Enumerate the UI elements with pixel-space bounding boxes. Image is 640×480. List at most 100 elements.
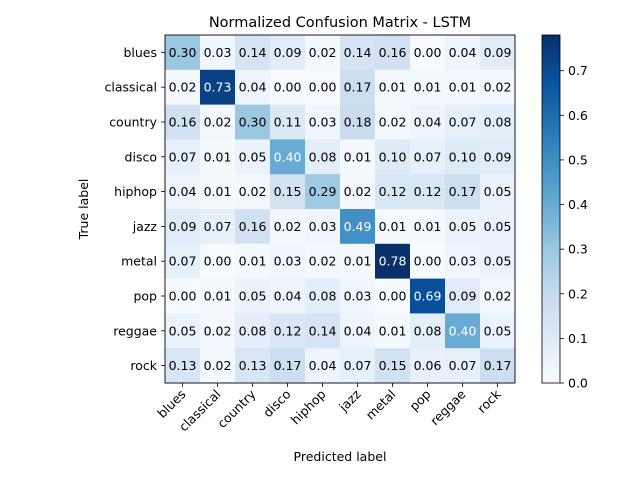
heatmap-cell [235, 243, 271, 279]
y-tick-label: reggae [113, 323, 157, 338]
cell-value-label: 0.01 [344, 149, 372, 164]
heatmap-cell [270, 209, 306, 245]
heatmap-cell [305, 174, 341, 210]
heatmap-cell [480, 348, 516, 384]
cell-value-label: 0.00 [414, 45, 442, 60]
x-tick-label: pop [406, 386, 433, 413]
heatmap-cell [235, 174, 271, 210]
heatmap-cell [410, 209, 446, 245]
cell-value-label: 0.04 [274, 289, 302, 304]
cell-value-label: 0.01 [414, 80, 442, 95]
cell-value-label: 0.05 [239, 289, 267, 304]
cell-value-label: 0.03 [204, 45, 232, 60]
plot-frame [164, 34, 516, 384]
cell-value-label: 0.00 [414, 254, 442, 269]
heatmap-cell [480, 174, 516, 210]
heatmap-cell [200, 174, 236, 210]
cell-value-label: 0.07 [169, 149, 197, 164]
cell-value-label: 0.07 [169, 254, 197, 269]
y-axis-ticks: blues classical country disco hiphop jazz meta… [104, 45, 165, 373]
heatmap-cell [200, 139, 236, 175]
heatmap-cell [410, 313, 446, 349]
cell-value-label: 0.12 [274, 323, 302, 338]
heatmap-cell [305, 209, 341, 245]
cell-value-label: 0.01 [414, 219, 442, 234]
heatmap-cell [235, 69, 271, 105]
cell-value-label: 0.30 [169, 45, 197, 60]
heatmap-cell [340, 348, 376, 384]
x-tick-label: jazz [335, 386, 364, 415]
heatmap-cell [410, 104, 446, 140]
cell-value-label: 0.00 [169, 289, 197, 304]
x-tick-label: reggae [427, 386, 469, 428]
y-tick-label: hiphop [114, 184, 157, 199]
heatmap-cell [480, 243, 516, 279]
cell-value-label: 0.02 [274, 219, 302, 234]
cell-value-label: 0.16 [379, 45, 407, 60]
heatmap-cell [375, 348, 411, 384]
y-tick-label: disco [125, 149, 157, 164]
heatmap-cell [270, 69, 306, 105]
cell-value-label: 0.00 [204, 254, 232, 269]
x-tick-label: metal [363, 387, 399, 423]
heatmap-cell-labels: 0.30 0.03 0.14 0.09 0.02 0.14 0.16 0.00 0.04 0.09… [169, 45, 512, 373]
cell-value-label: 0.49 [344, 219, 372, 234]
cell-value-label: 0.04 [239, 80, 267, 95]
cell-value-label: 0.18 [344, 115, 372, 130]
cell-value-label: 0.73 [204, 80, 232, 95]
heatmap-cell [270, 139, 306, 175]
colorbar-tick-label: 0.0 [568, 376, 588, 391]
heatmap-cell [480, 69, 516, 105]
heatmap-cell [480, 278, 516, 314]
cell-value-label: 0.17 [274, 358, 302, 373]
cell-value-label: 0.07 [449, 358, 477, 373]
heatmap-cell [340, 139, 376, 175]
cell-value-label: 0.09 [169, 219, 197, 234]
cell-value-label: 0.29 [309, 184, 337, 199]
heatmap-cell [340, 104, 376, 140]
x-tick-label: hiphop [288, 386, 329, 427]
heatmap-cell [480, 313, 516, 349]
cell-value-label: 0.11 [274, 115, 302, 130]
cell-value-label: 0.07 [449, 115, 477, 130]
cell-value-label: 0.69 [414, 289, 442, 304]
heatmap-cell [200, 348, 236, 384]
cell-value-label: 0.04 [169, 184, 197, 199]
chart-title: Normalized Confusion Matrix - LSTM [209, 15, 471, 31]
heatmap-cell [410, 348, 446, 384]
heatmap-cell [340, 69, 376, 105]
cell-value-label: 0.00 [379, 289, 407, 304]
heatmap-cell [270, 104, 306, 140]
cell-value-label: 0.02 [309, 45, 337, 60]
heatmap-cell [305, 348, 341, 384]
heatmap-cell [375, 69, 411, 105]
heatmap-cell [305, 243, 341, 279]
heatmap-cell [340, 278, 376, 314]
heatmap-cell [165, 139, 201, 175]
colorbar-tick-label: 0.4 [568, 197, 588, 212]
y-tick-label: jazz [132, 219, 158, 234]
cell-value-label: 0.10 [379, 149, 407, 164]
heatmap-cell [445, 104, 481, 140]
heatmap-cell [270, 243, 306, 279]
cell-value-label: 0.03 [449, 254, 477, 269]
cell-value-label: 0.12 [414, 184, 442, 199]
cell-value-label: 0.10 [449, 149, 477, 164]
cell-value-label: 0.02 [204, 358, 232, 373]
cell-value-label: 0.08 [239, 323, 267, 338]
heatmap-cell [165, 278, 201, 314]
heatmap-cell [480, 139, 516, 175]
cell-value-label: 0.04 [414, 115, 442, 130]
cell-value-label: 0.40 [449, 323, 477, 338]
heatmap-cell [235, 313, 271, 349]
heatmap-cell [480, 209, 516, 245]
cell-value-label: 0.02 [309, 254, 337, 269]
heatmap-cell [375, 104, 411, 140]
heatmap-cell [410, 35, 446, 71]
heatmap-cell [375, 243, 411, 279]
cell-value-label: 0.08 [309, 149, 337, 164]
cell-value-label: 0.01 [379, 80, 407, 95]
cell-value-label: 0.02 [484, 289, 512, 304]
heatmap-cell [410, 69, 446, 105]
heatmap-cell [445, 139, 481, 175]
